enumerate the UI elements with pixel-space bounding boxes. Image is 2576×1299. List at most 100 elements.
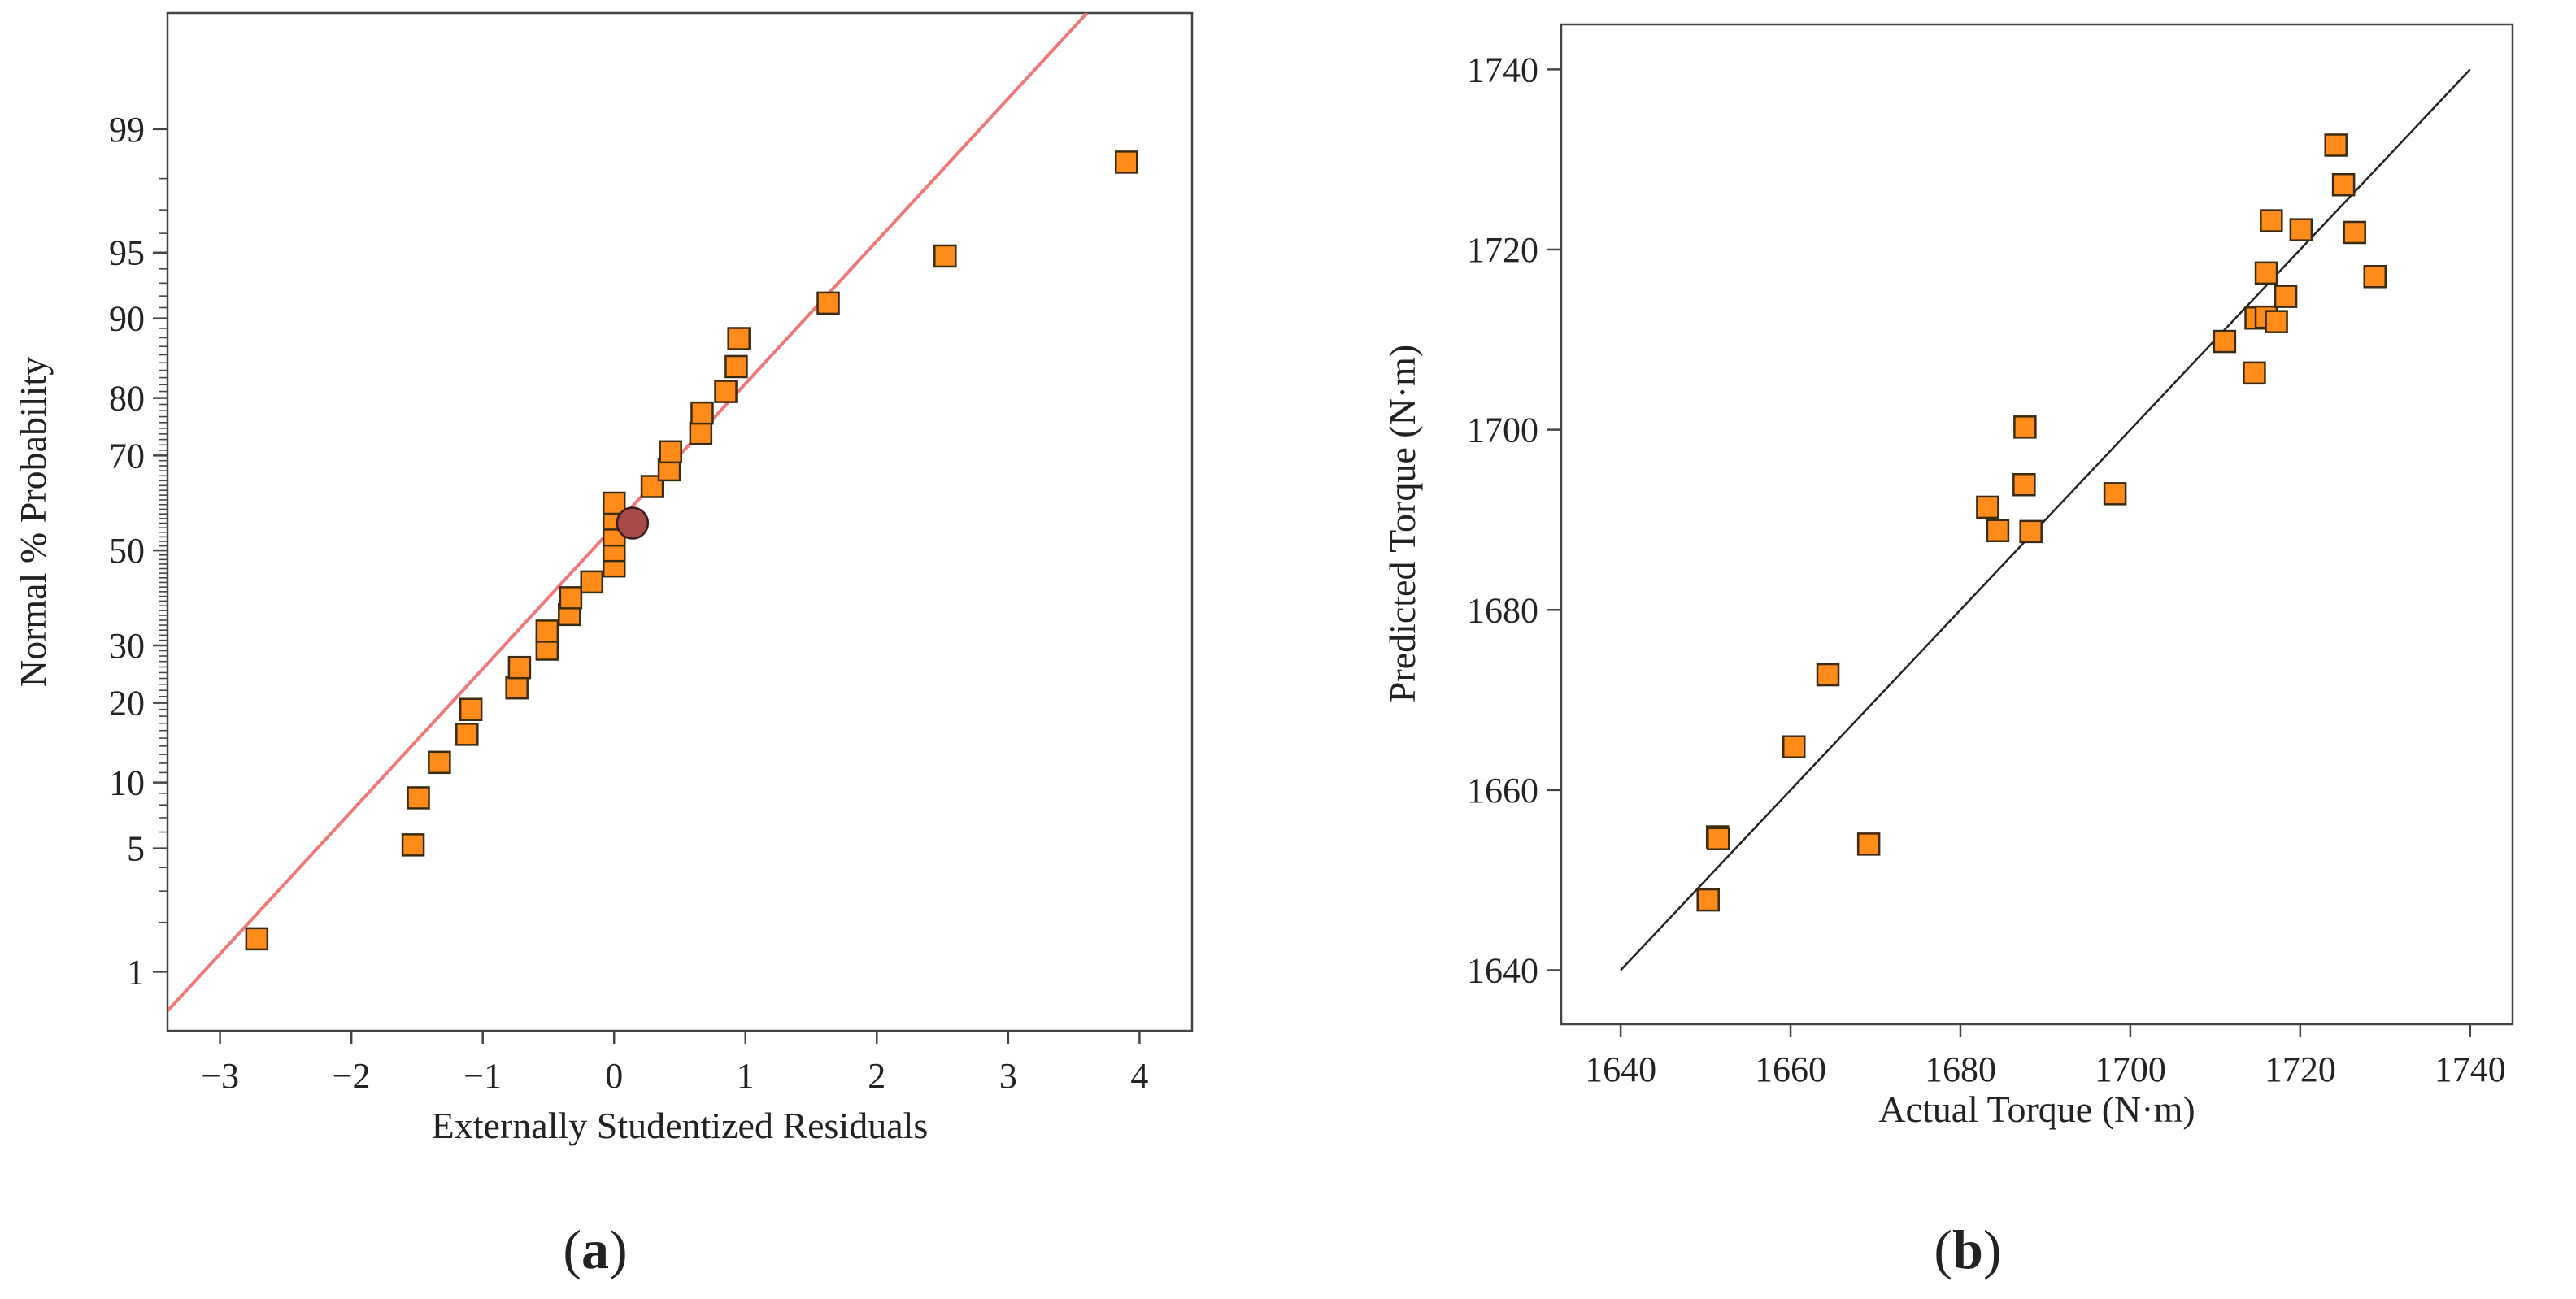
x-tick-label: −2 [333, 1056, 371, 1096]
x-axis-title: Externally Studentized Residuals [432, 1105, 929, 1146]
data-point [2013, 415, 2037, 439]
data-point [1986, 519, 2010, 543]
y-axis-title: Predicted Torque (N·m) [1382, 345, 1423, 702]
data-point [2331, 172, 2356, 197]
x-tick-label: −1 [463, 1056, 502, 1096]
data-point [1782, 735, 1806, 758]
data-point [727, 327, 751, 350]
data-point [714, 380, 738, 403]
data-point [689, 421, 713, 445]
data-point [459, 697, 483, 721]
data-point [690, 401, 714, 425]
y-tick-label: 5 [127, 829, 145, 869]
x-axis-ticks [1619, 1024, 2472, 1037]
x-tick-labels: −3 −2 −1 0 1 2 3 4 [201, 1056, 1148, 1096]
y-tick-label: 70 [109, 436, 145, 476]
y-tick-label: 90 [109, 299, 145, 339]
y-tick-label: 95 [109, 233, 145, 273]
data-point [401, 833, 425, 857]
x-tick-label: 1680 [1925, 1049, 1996, 1089]
x-tick-label: 1 [737, 1056, 755, 1096]
data-point [505, 676, 529, 700]
x-tick-label: −3 [201, 1056, 239, 1096]
data-point [2324, 133, 2348, 157]
highlight-point [616, 506, 650, 540]
data-point [602, 491, 626, 515]
data-point [659, 440, 682, 464]
y-tick-label: 1640 [1467, 951, 1538, 991]
x-tick-label: 1720 [2265, 1049, 2336, 1089]
data-point [2103, 482, 2127, 506]
data-point [507, 655, 532, 680]
predicted-vs-actual-panel: 1640 1660 1680 1700 1720 1740 1640 1660 1680 170… [1382, 23, 2514, 1280]
panel-label-a: (a) [563, 1219, 627, 1280]
data-point [580, 570, 604, 594]
x-tick-label: 3 [999, 1056, 1017, 1096]
y-axis-title: Normal % Probability [12, 357, 54, 687]
x-tick-label: 2 [868, 1056, 886, 1096]
normal-probability-panel: −3 −2 −1 0 1 2 3 4 1 5 10 20 30 50 70 80 90 95 99 Externa… [12, 11, 1194, 1280]
data-point [1696, 888, 1720, 912]
data-point [428, 750, 451, 775]
data-point [2012, 472, 2036, 497]
reference-line [1620, 68, 2471, 971]
x-tick-label: 1660 [1755, 1049, 1826, 1089]
y-tick-label: 1700 [1467, 411, 1538, 450]
x-tick-label: 1700 [2095, 1049, 2166, 1089]
x-axis-title: Actual Torque (N·m) [1878, 1088, 2195, 1130]
y-axis-ticks [1547, 68, 1561, 971]
y-tick-label: 20 [109, 684, 145, 723]
data-point [2243, 361, 2266, 385]
panel-label-b: (b) [1934, 1219, 2001, 1280]
y-tick-label: 1740 [1467, 50, 1538, 89]
y-tick-label: 99 [109, 110, 145, 150]
data-point [2363, 265, 2387, 289]
y-tick-label: 1 [127, 952, 145, 992]
data-point [2254, 261, 2278, 285]
y-tick-label: 1720 [1467, 230, 1538, 270]
data-point [816, 291, 840, 315]
y-axis-ticks [153, 128, 168, 973]
data-point [1976, 495, 1999, 519]
x-tick-label: 1640 [1585, 1049, 1656, 1089]
data-point [724, 354, 748, 379]
x-axis-ticks [219, 1031, 1141, 1044]
data-point [933, 244, 957, 268]
data-point [1816, 663, 1840, 687]
reference-line [1620, 68, 2471, 971]
y-tick-label: 50 [109, 531, 145, 571]
y-tick-label: 30 [109, 626, 145, 666]
y-tick-label: 80 [109, 379, 145, 419]
data-point [1114, 150, 1138, 174]
y-tick-label: 1680 [1467, 590, 1538, 630]
torque-points [1696, 133, 2387, 912]
data-point [2019, 519, 2043, 544]
data-point [2265, 310, 2288, 333]
data-point [559, 586, 583, 610]
data-point [2343, 220, 2366, 245]
plot-frame [166, 11, 1194, 1032]
y-minor-ticks [159, 177, 168, 923]
plot-frame [1560, 23, 2514, 1026]
data-point [2274, 285, 2298, 308]
data-point [2260, 209, 2283, 232]
highlight-point-group [616, 506, 650, 540]
data-point [1707, 827, 1730, 850]
data-point [2289, 218, 2313, 241]
data-point [535, 619, 559, 643]
y-tick-labels: 1640 1660 1680 1700 1720 1740 [1467, 50, 1538, 990]
x-tick-label: 0 [605, 1056, 623, 1096]
data-point [245, 927, 269, 951]
x-tick-labels: 1640 1660 1680 1700 1720 1740 [1585, 1049, 2506, 1089]
x-tick-label: 1740 [2435, 1049, 2506, 1089]
y-tick-label: 1660 [1467, 771, 1538, 810]
residual-points [245, 150, 1138, 951]
data-point [455, 723, 479, 746]
data-point [1856, 832, 1881, 856]
y-tick-label: 10 [109, 763, 145, 803]
data-point [407, 786, 430, 810]
y-tick-labels: 1 5 10 20 30 50 70 80 90 95 99 [109, 110, 145, 993]
x-tick-label: 4 [1130, 1056, 1148, 1096]
data-point [2213, 329, 2237, 354]
